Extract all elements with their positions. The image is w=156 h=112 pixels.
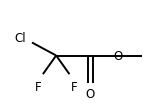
Text: O: O [113,50,122,62]
Text: F: F [35,80,41,93]
Text: F: F [71,80,77,93]
Text: Cl: Cl [14,32,26,45]
Text: O: O [86,87,95,100]
